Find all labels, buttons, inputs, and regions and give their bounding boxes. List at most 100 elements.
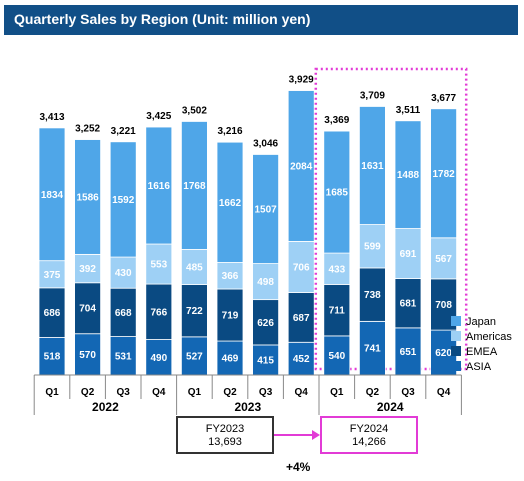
data-label: 766	[150, 307, 167, 318]
legend-label-americas: Americas	[466, 331, 512, 343]
data-label: 540	[328, 351, 345, 362]
bar-segment-asia	[216, 340, 244, 376]
data-label: 1834	[41, 190, 64, 201]
arrow-head-icon	[312, 430, 320, 440]
quarter-tick-label: Q3	[259, 387, 273, 398]
data-label: 527	[186, 351, 203, 362]
total-label: 3,369	[324, 115, 349, 126]
bar-segment-asia	[358, 320, 386, 376]
total-label: 3,221	[111, 126, 136, 137]
data-label: 651	[400, 347, 417, 358]
data-label: 469	[222, 354, 239, 365]
data-label: 668	[115, 308, 132, 319]
data-label: 490	[150, 353, 167, 364]
data-label: 599	[364, 242, 381, 253]
data-label: 1782	[432, 169, 455, 180]
total-label: 3,425	[146, 111, 171, 122]
data-label: 553	[150, 260, 167, 271]
quarter-tick-label: Q4	[295, 387, 309, 398]
data-label: 620	[435, 348, 452, 359]
legend-swatch-japan	[451, 316, 461, 326]
data-label: 722	[186, 306, 203, 317]
fy2023-total-box: FY2023 13,693	[176, 416, 274, 454]
total-label: 3,046	[253, 138, 278, 149]
bar-segment-japan	[287, 90, 315, 242]
year-tick-label: 2023	[234, 400, 261, 414]
data-label: 708	[435, 300, 452, 311]
data-label: 1592	[112, 195, 135, 206]
data-label: 1488	[397, 170, 420, 181]
bar-segment-americas	[38, 260, 66, 289]
legend-swatch-emea	[451, 346, 461, 356]
quarter-tick-label: Q2	[223, 387, 237, 398]
total-label: 3,677	[431, 93, 456, 104]
data-label: 452	[293, 354, 310, 365]
legend-label-japan: Japan	[466, 316, 496, 328]
quarter-tick-label: Q1	[188, 387, 202, 398]
quarter-tick-label: Q3	[117, 387, 131, 398]
total-label: 3,252	[75, 124, 100, 135]
bar-segment-emea	[109, 287, 137, 337]
data-label: 531	[115, 351, 132, 362]
total-label: 3,511	[396, 105, 421, 116]
data-label: 719	[222, 311, 239, 322]
bar-segment-emea	[38, 287, 66, 338]
data-label: 1685	[326, 188, 349, 199]
bar-segment-japan	[145, 126, 173, 245]
data-label: 2084	[290, 161, 313, 172]
fy2023-value: 13,693	[208, 436, 242, 448]
data-label: 498	[257, 277, 274, 288]
data-label: 711	[329, 306, 346, 317]
data-label: 704	[79, 304, 96, 315]
total-label: 3,216	[217, 126, 242, 137]
data-label: 1616	[148, 181, 171, 192]
data-label: 741	[364, 344, 381, 355]
bar-segment-asia	[394, 327, 422, 376]
quarter-tick-label: Q1	[45, 387, 59, 398]
quarter-tick-label: Q2	[81, 387, 95, 398]
total-label: 3,413	[39, 112, 64, 123]
legend-swatch-asia	[451, 361, 461, 371]
bar-segment-americas	[394, 228, 422, 279]
bar-segment-emea	[252, 299, 280, 346]
fy2024-total-box: FY2024 14,266	[320, 416, 418, 454]
total-label: 3,929	[289, 75, 314, 86]
bar-segment-japan	[358, 106, 386, 225]
title-bar: Quarterly Sales by Region (Unit: million…	[4, 5, 518, 35]
legend-swatch-americas	[451, 331, 461, 341]
bar-segment-americas	[430, 237, 458, 280]
fy2024-label: FY2024	[349, 423, 389, 435]
bar-segment-americas	[109, 256, 137, 289]
quarter-tick-label: Q4	[152, 387, 166, 398]
data-label: 1586	[76, 192, 99, 203]
fy2024-highlight-box	[314, 67, 468, 371]
bar-segment-japan	[252, 154, 280, 264]
bar-segment-japan	[216, 141, 244, 263]
fy2024-value: 14,266	[352, 436, 386, 448]
bar-segment-japan	[180, 121, 208, 250]
bar-segment-asia	[74, 333, 101, 376]
data-label: 706	[293, 262, 310, 273]
chart-title: Quarterly Sales by Region (Unit: million…	[14, 11, 311, 27]
bar-segment-americas	[323, 252, 351, 285]
data-label: 691	[400, 249, 417, 260]
data-label: 687	[293, 313, 310, 324]
bar-segment-emea	[145, 283, 173, 340]
data-label: 681	[400, 299, 417, 310]
bar-segment-americas	[216, 262, 244, 290]
quarter-tick-label: Q3	[401, 387, 415, 398]
data-label: 366	[222, 271, 239, 282]
bar-segment-americas	[180, 249, 208, 285]
bar-segment-japan	[323, 130, 351, 254]
bar-segment-japan	[38, 127, 66, 262]
bar-segment-emea	[74, 282, 101, 335]
bar-segment-emea	[287, 292, 315, 343]
total-label: 3,709	[360, 90, 385, 101]
bar-segment-americas	[145, 243, 173, 285]
quarter-tick-label: Q1	[330, 387, 344, 398]
data-label: 567	[435, 254, 452, 265]
bar-segment-japan	[430, 108, 458, 239]
legend-label-asia: ASIA	[466, 361, 492, 373]
bar-segment-japan	[394, 120, 422, 229]
